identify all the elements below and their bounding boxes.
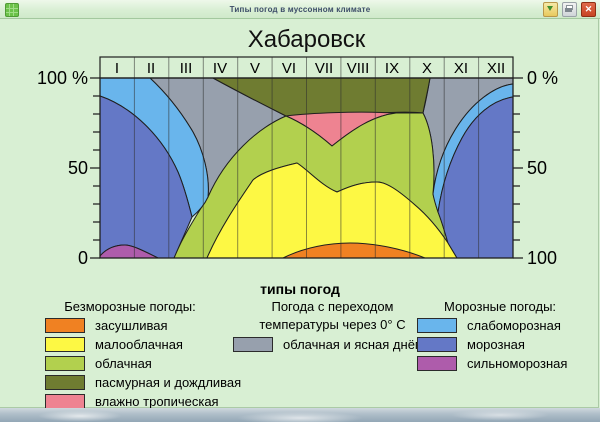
legend-label: малооблачная [95,337,183,352]
legend-label: слабоморозная [467,318,561,333]
severe-frost-swatch [417,356,457,371]
legend-item-partly-cloudy: малооблачная [45,337,183,352]
legend-item-transition-zero: облачная и ясная днём [233,337,424,352]
month-label: I [115,60,119,77]
legend-heading-frost-free: Безморозные погоды: [64,299,196,314]
month-label: XII [487,60,505,77]
legend-label: засушливая [95,318,168,333]
legend-heading-transition-line2: температуры через 0° C [259,317,406,332]
export-arrow-icon [547,6,553,11]
month-label: V [250,60,260,77]
legend-item-frost: морозная [417,337,525,352]
area-dry [282,242,426,259]
window-title: Типы погод в муссонном климате [229,4,371,14]
cloudy-swatch [45,356,85,371]
month-label: VI [282,60,296,77]
desktop-background [0,408,600,422]
close-button[interactable]: ✕ [581,2,596,17]
month-label: XI [454,60,468,77]
left-axis-mid-label: 50 [68,158,88,178]
printer-icon [565,8,572,12]
month-label: IV [213,60,227,77]
app-icon [5,3,19,17]
month-label: II [147,60,155,77]
chart-title: Хабаровск [247,26,366,53]
month-label: III [180,60,193,77]
legend-item-severe-frost: сильноморозная [417,356,567,371]
partly-cloudy-swatch [45,337,85,352]
month-label: VIII [347,60,370,77]
humid-tropical-swatch [45,394,85,409]
right-axis-bottom-label: 100 [527,248,557,268]
mild-frost-swatch [417,318,457,333]
titlebar: Типы погод в муссонном климате ✕ [0,0,600,19]
legend-heading-frosty: Морозные погоды: [443,299,557,314]
legend-label: морозная [467,337,525,352]
legend-label: пасмурная и дождливая [95,375,242,390]
month-label: X [422,60,432,77]
overcast-rainy-swatch [45,375,85,390]
left-axis-ticks [90,77,100,259]
legend-item-cloudy: облачная [45,356,152,371]
legend-item-dry: засушливая [45,318,168,333]
legend-label: облачная [95,356,152,371]
right-axis-ticks [513,77,523,259]
legend-heading-transition-line1: Погода с переходом [271,299,394,314]
area-severe-frost [99,244,159,259]
legend-item-mild-frost: слабоморозная [417,318,561,333]
axis-labels: 100 % 50 0 0 % 50 100 [37,68,558,268]
legend-label: облачная и ясная днём [283,337,424,352]
frost-swatch [417,337,457,352]
right-axis-top-label: 0 % [527,68,558,88]
left-axis-bottom-label: 0 [78,248,88,268]
export-button[interactable] [543,2,558,17]
legend-label: сильноморозная [467,356,568,371]
print-button[interactable] [562,2,577,17]
transition-zero-swatch [233,337,273,352]
month-labels: I II III IV V VI VII VIII IX X XI XII [115,60,505,77]
legend-title: типы погод [260,281,340,297]
weather-chart: I II III IV V VI VII VIII IX X XI XII 10… [37,56,558,268]
left-axis-top-label: 100 % [37,68,88,88]
titlebar-buttons: ✕ [543,2,596,17]
right-axis-mid-label: 50 [527,158,547,178]
month-label: IX [385,60,399,77]
dry-swatch [45,318,85,333]
legend-label: влажно тропическая [95,394,219,409]
content-area: Хабаровск [0,19,599,409]
month-label: VII [315,60,333,77]
legend-item-overcast-rainy: пасмурная и дождливая [45,375,241,390]
legend-item-humid-tropical: влажно тропическая [45,394,219,409]
